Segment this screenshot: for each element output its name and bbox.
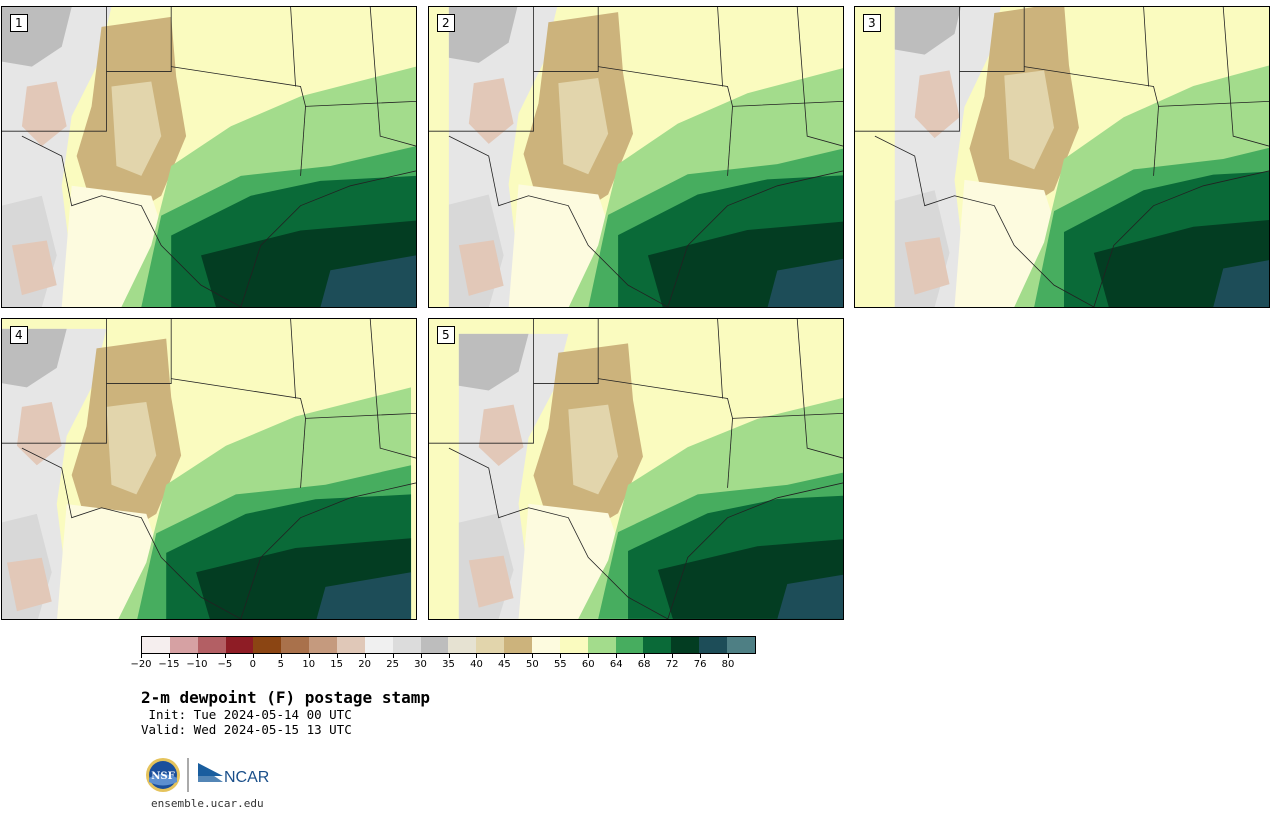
colorbar-tick-label: −10 bbox=[186, 659, 208, 670]
colorbar-segment bbox=[615, 637, 644, 653]
colorbar-tick bbox=[196, 654, 198, 658]
colorbar bbox=[141, 636, 756, 654]
colorbar-tick-label: −20 bbox=[130, 659, 152, 670]
colorbar-tick bbox=[141, 654, 142, 658]
colorbar-tick bbox=[644, 654, 646, 658]
colorbar-segment bbox=[671, 637, 700, 653]
colorbar-tick bbox=[616, 654, 618, 658]
member-panel-2: 2 bbox=[428, 6, 844, 308]
colorbar-tick-label: 30 bbox=[414, 659, 427, 670]
colorbar-tick-label: 45 bbox=[498, 659, 511, 670]
colorbar-segment bbox=[281, 637, 310, 653]
colorbar-tick-label: 25 bbox=[386, 659, 399, 670]
dewpoint-map bbox=[855, 7, 1269, 307]
colorbar-tick-label: 55 bbox=[553, 659, 567, 670]
colorbar-tick-label: 80 bbox=[721, 659, 735, 670]
colorbar-tick bbox=[728, 654, 730, 658]
colorbar-tick-label: 64 bbox=[609, 659, 623, 670]
colorbar-segment bbox=[142, 637, 170, 653]
colorbar-tick bbox=[252, 654, 254, 658]
colorbar-tick bbox=[700, 654, 702, 658]
colorbar-segment bbox=[197, 637, 226, 653]
colorbar-tick bbox=[420, 654, 422, 658]
panel-number: 1 bbox=[10, 14, 28, 32]
dewpoint-map bbox=[429, 7, 843, 307]
colorbar-tick-label: 76 bbox=[693, 659, 707, 670]
colorbar-tick bbox=[504, 654, 506, 658]
init-time: Init: Tue 2024-05-14 00 UTC bbox=[141, 707, 352, 722]
panel-number: 2 bbox=[437, 14, 455, 32]
colorbar-tick-label: 10 bbox=[302, 659, 316, 670]
colorbar-tick-label: 0 bbox=[249, 659, 256, 670]
ncar-logo-icon: NCAR bbox=[198, 763, 269, 786]
dewpoint-map bbox=[429, 319, 843, 619]
panel-number: 5 bbox=[437, 326, 455, 344]
colorbar-segment bbox=[225, 637, 254, 653]
colorbar-tick-label: 60 bbox=[581, 659, 595, 670]
colorbar-tick bbox=[336, 654, 338, 658]
valid-time: Valid: Wed 2024-05-15 13 UTC bbox=[141, 722, 352, 737]
colorbar-tick bbox=[672, 654, 674, 658]
colorbar-segment bbox=[392, 637, 421, 653]
colorbar-segment bbox=[448, 637, 477, 653]
colorbar-tick bbox=[364, 654, 366, 658]
colorbar-tick bbox=[224, 654, 226, 658]
colorbar-ticks: −20 −15 −10 −5 0 5 10 15 20 25 30 35 40 45 50 55 60 64 68 7… bbox=[130, 654, 756, 674]
colorbar-segment bbox=[699, 637, 728, 653]
colorbar-tick bbox=[476, 654, 478, 658]
colorbar-tick bbox=[448, 654, 450, 658]
member-panel-3: 3 bbox=[854, 6, 1270, 308]
colorbar-segment bbox=[559, 637, 588, 653]
colorbar-tick bbox=[588, 654, 590, 658]
colorbar-tick bbox=[532, 654, 534, 658]
colorbar-segment bbox=[337, 637, 365, 653]
panel-number: 3 bbox=[863, 14, 881, 32]
colorbar-tick bbox=[392, 654, 394, 658]
colorbar-segment bbox=[643, 637, 672, 653]
colorbar-tick-label: 72 bbox=[665, 659, 679, 670]
colorbar-tick bbox=[308, 654, 310, 658]
colorbar-tick-label: 20 bbox=[358, 659, 371, 670]
colorbar-tick-label: 5 bbox=[277, 659, 284, 670]
colorbar-tick-label: −5 bbox=[217, 659, 233, 670]
colorbar-tick-label: −15 bbox=[158, 659, 180, 670]
svg-text:NSF: NSF bbox=[151, 771, 174, 782]
member-panel-1: 1 bbox=[1, 6, 417, 308]
colorbar-segment bbox=[169, 637, 198, 653]
colorbar-segment bbox=[727, 637, 755, 653]
chart-title: 2-m dewpoint (F) postage stamp bbox=[141, 688, 430, 707]
colorbar-segment bbox=[364, 637, 393, 653]
dewpoint-map bbox=[2, 7, 416, 307]
website-url: ensemble.ucar.edu bbox=[151, 797, 264, 810]
member-panel-5: 5 bbox=[428, 318, 844, 620]
colorbar-segment bbox=[253, 637, 282, 653]
colorbar-tick-label: 15 bbox=[330, 659, 344, 670]
nsf-logo-icon: NSF bbox=[146, 758, 180, 792]
colorbar-tick bbox=[168, 654, 170, 658]
panel-number: 4 bbox=[10, 326, 28, 344]
colorbar-segment bbox=[420, 637, 449, 653]
colorbar-segment bbox=[309, 637, 338, 653]
colorbar-segment bbox=[504, 637, 533, 653]
colorbar-tick-label: 35 bbox=[442, 659, 455, 670]
member-panel-4: 4 bbox=[1, 318, 417, 620]
colorbar-segment bbox=[587, 637, 616, 653]
colorbar-segment bbox=[476, 637, 505, 653]
colorbar-tick bbox=[560, 654, 562, 658]
colorbar-tick bbox=[280, 654, 282, 658]
colorbar-segment bbox=[532, 637, 560, 653]
colorbar-tick-label: 40 bbox=[470, 659, 483, 670]
svg-text:NCAR: NCAR bbox=[224, 769, 269, 786]
logos: NSF NCAR bbox=[146, 758, 269, 792]
dewpoint-map bbox=[2, 319, 416, 619]
colorbar-tick-label: 50 bbox=[525, 659, 539, 670]
colorbar-tick-label: 68 bbox=[637, 659, 651, 670]
